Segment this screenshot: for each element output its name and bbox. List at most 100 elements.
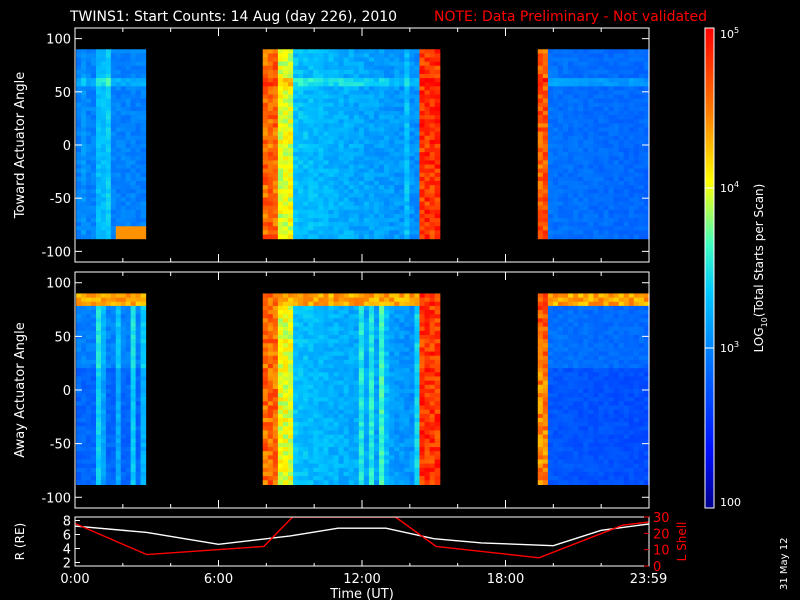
- heatmap-cell: [96, 148, 102, 153]
- heatmap-cell: [308, 152, 314, 157]
- heatmap-cell: [272, 160, 279, 166]
- heatmap-cell: [91, 438, 97, 444]
- heatmap-cell: [338, 234, 345, 240]
- heatmap-cell: [313, 119, 319, 124]
- heatmap-cell: [96, 297, 102, 303]
- heatmap-cell: [542, 218, 549, 223]
- heatmap-cell: [313, 301, 319, 307]
- heatmap-cell: [288, 65, 294, 71]
- heatmap-cell: [120, 127, 127, 133]
- heatmap-cell: [105, 148, 112, 153]
- heatmap-cell: [313, 213, 319, 219]
- heatmap-cell: [643, 53, 650, 59]
- heatmap-cell: [76, 393, 82, 398]
- heatmap-cell: [573, 218, 579, 223]
- heatmap-cell: [547, 156, 554, 161]
- heatmap-cell: [547, 185, 554, 190]
- heatmap-cell: [583, 148, 589, 153]
- heatmap-cell: [267, 476, 274, 481]
- heatmap-cell: [583, 98, 589, 104]
- heatmap-cell: [91, 471, 97, 477]
- heatmap-cell: [76, 293, 82, 299]
- heatmap-cell: [373, 53, 380, 59]
- heatmap-cell: [348, 180, 355, 186]
- heatmap-cell: [409, 226, 416, 231]
- heatmap-cell: [272, 417, 279, 423]
- heatmap-cell: [338, 417, 345, 423]
- heatmap-cell: [633, 185, 640, 190]
- heatmap-cell: [358, 102, 365, 108]
- heatmap-cell: [105, 397, 112, 402]
- heatmap-cell: [588, 176, 594, 182]
- heatmap-cell: [298, 447, 304, 452]
- heatmap-cell: [110, 405, 117, 411]
- heatmap-cell: [288, 372, 294, 378]
- heatmap-cell: [633, 209, 640, 215]
- heatmap-cell: [91, 111, 97, 116]
- heatmap-cell: [105, 401, 112, 407]
- heatmap-cell: [363, 480, 370, 485]
- heatmap-cell: [318, 78, 325, 83]
- heatmap-cell: [318, 185, 325, 190]
- heatmap-cell: [618, 98, 625, 104]
- heatmap-cell: [409, 218, 416, 223]
- heatmap-cell: [303, 90, 309, 96]
- heatmap-cell: [110, 57, 117, 63]
- heatmap-cell: [558, 205, 564, 211]
- heatmap-cell: [384, 180, 390, 186]
- heatmap-cell: [91, 305, 97, 311]
- heatmap-cell: [313, 73, 319, 79]
- heatmap-cell: [368, 318, 375, 324]
- heatmap-cell: [373, 334, 380, 340]
- heatmap-cell: [588, 86, 594, 92]
- heatmap-cell: [318, 98, 325, 104]
- heatmap-cell: [267, 359, 274, 365]
- heatmap-cell: [110, 326, 117, 332]
- heatmap-cell: [135, 301, 142, 307]
- heatmap-cell: [76, 230, 82, 236]
- heatmap-cell: [593, 176, 600, 182]
- heatmap-cell: [96, 69, 102, 75]
- heatmap-cell: [298, 438, 304, 444]
- heatmap-cell: [353, 61, 360, 67]
- heatmap-cell: [81, 409, 87, 415]
- heatmap-cell: [424, 213, 431, 219]
- heatmap-cell: [328, 413, 335, 419]
- heatmap-cell: [353, 355, 360, 361]
- heatmap-cell: [86, 310, 92, 315]
- heatmap-cell: [328, 49, 335, 54]
- heatmap-cell: [363, 330, 370, 336]
- heatmap-cell: [333, 176, 340, 182]
- heatmap-cell: [282, 393, 289, 398]
- heatmap-cell: [353, 65, 360, 71]
- heatmap-cell: [115, 172, 122, 178]
- heatmap-cell: [100, 222, 107, 227]
- heatmap-cell: [105, 376, 112, 382]
- heatmap-cell: [638, 49, 645, 54]
- heatmap-cell: [558, 213, 564, 219]
- heatmap-cell: [318, 310, 325, 315]
- heatmap-cell: [303, 359, 309, 365]
- heatmap-cell: [394, 111, 400, 116]
- heatmap-cell: [384, 131, 390, 137]
- heatmap-cell: [318, 314, 325, 319]
- heatmap-cell: [115, 222, 122, 227]
- heatmap-cell: [267, 172, 274, 178]
- heatmap-cell: [272, 310, 279, 315]
- heatmap-cell: [368, 384, 375, 390]
- heatmap-cell: [568, 82, 574, 87]
- heatmap-cell: [618, 226, 625, 231]
- heatmap-cell: [76, 326, 82, 332]
- heatmap-cell: [105, 372, 112, 378]
- heatmap-cell: [588, 185, 594, 190]
- heatmap-cell: [547, 139, 554, 145]
- heatmap-cell: [277, 82, 284, 87]
- heatmap-cell: [363, 176, 370, 182]
- heatmap-cell: [399, 111, 405, 116]
- heatmap-cell: [313, 180, 319, 186]
- heatmap-cell: [293, 61, 299, 67]
- heatmap-cell: [394, 69, 400, 75]
- heatmap-cell: [419, 164, 426, 170]
- heatmap-cell: [140, 78, 147, 83]
- heatmap-cell: [105, 434, 112, 440]
